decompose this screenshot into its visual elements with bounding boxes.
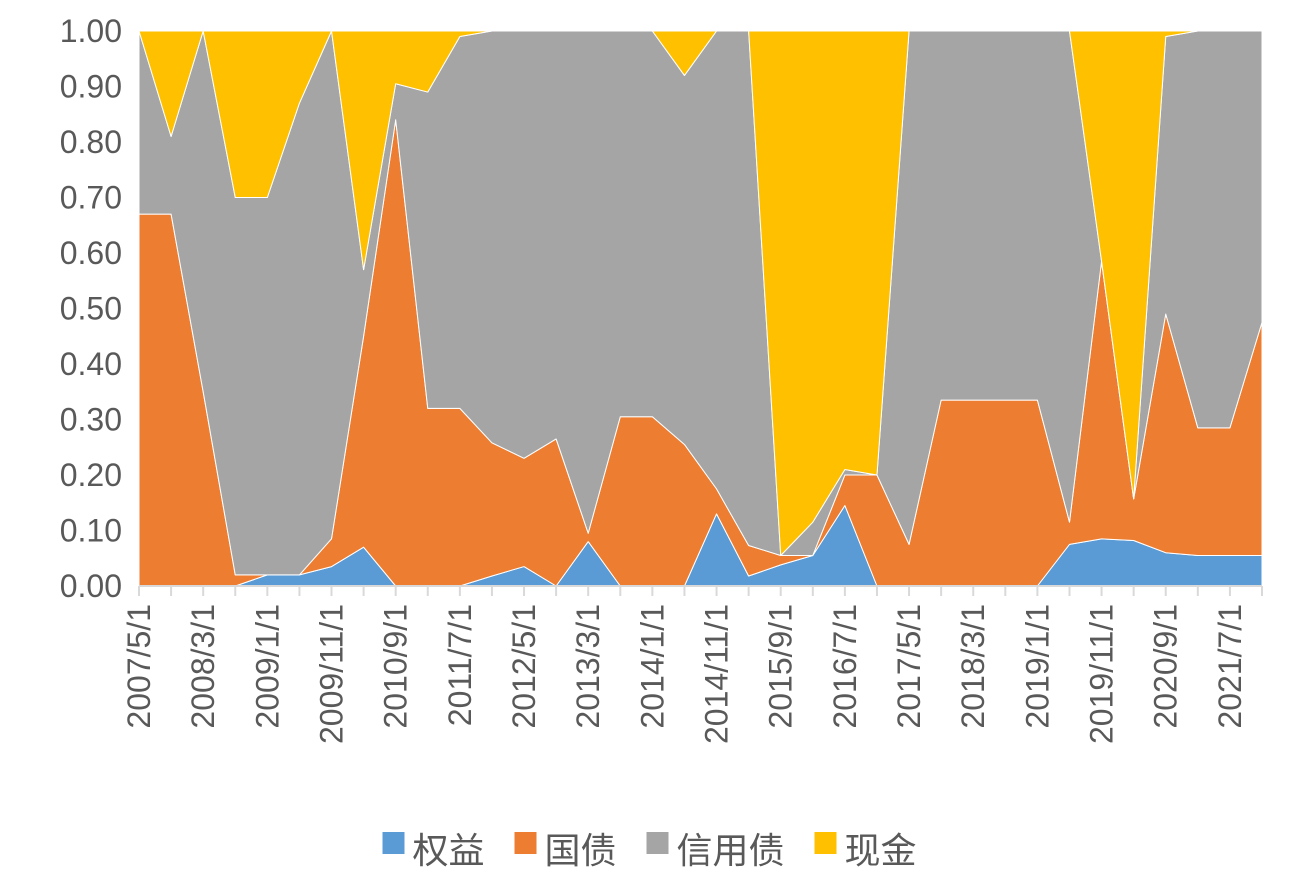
y-tick-label: 0.30 <box>60 402 122 438</box>
x-tick-label: 2014/1/1 <box>634 604 670 729</box>
x-tick-label: 2014/11/1 <box>699 604 735 744</box>
y-tick-label: 0.70 <box>60 180 122 216</box>
x-tick-label: 2009/11/1 <box>314 604 350 744</box>
x-tick-label: 2017/5/1 <box>891 604 927 729</box>
legend-label-0: 权益 <box>413 831 485 872</box>
x-tick-label: 2019/11/1 <box>1084 604 1120 744</box>
y-tick-label: 0.50 <box>60 291 122 327</box>
x-tick-label: 2009/1/1 <box>249 604 285 729</box>
legend-label-2: 信用债 <box>677 831 785 872</box>
x-tick-label: 2021/7/1 <box>1212 604 1248 729</box>
y-axis: 0.00 0.10 0.20 0.30 0.40 0.50 0.60 0.70 0.80 0.90… <box>60 13 122 604</box>
x-tick-label: 2007/5/1 <box>121 604 157 729</box>
legend-swatch-2 <box>646 832 669 854</box>
x-tick-label: 2012/5/1 <box>506 604 542 729</box>
legend-swatch-3 <box>814 832 837 854</box>
x-axis: 2007/5/1 2008/3/1 2009/1/1 2009/11/1 2010/9/… <box>121 585 1263 744</box>
legend-swatch-0 <box>382 832 405 854</box>
legend-label-1: 国债 <box>545 831 617 872</box>
x-tick-label: 2011/7/1 <box>442 604 478 726</box>
x-tick-label: 2018/3/1 <box>955 604 991 729</box>
x-tick-label: 2013/3/1 <box>570 604 606 729</box>
y-tick-label: 1.00 <box>60 13 122 49</box>
y-tick-label: 0.60 <box>60 235 122 271</box>
area-series-3 <box>138 30 1263 556</box>
y-tick-label: 0.10 <box>60 513 122 549</box>
x-tick-label: 2008/3/1 <box>185 604 221 729</box>
legend: 权益 国债 信用债 现金 <box>382 831 917 872</box>
x-tick-label: 2019/1/1 <box>1019 604 1055 729</box>
x-tick-label: 2020/9/1 <box>1148 604 1184 729</box>
x-tick-label: 2015/9/1 <box>763 604 799 729</box>
x-tick-label: 2010/9/1 <box>378 604 414 729</box>
y-tick-label: 0.40 <box>60 346 122 382</box>
y-tick-label: 0.00 <box>60 568 122 604</box>
area-series-group <box>138 30 1263 587</box>
y-tick-label: 0.90 <box>60 69 122 105</box>
y-tick-label: 0.80 <box>60 124 122 160</box>
legend-swatch-1 <box>514 832 537 854</box>
x-tick-label: 2016/7/1 <box>827 604 863 729</box>
legend-label-3: 现金 <box>845 831 917 872</box>
y-tick-label: 0.20 <box>60 457 122 493</box>
